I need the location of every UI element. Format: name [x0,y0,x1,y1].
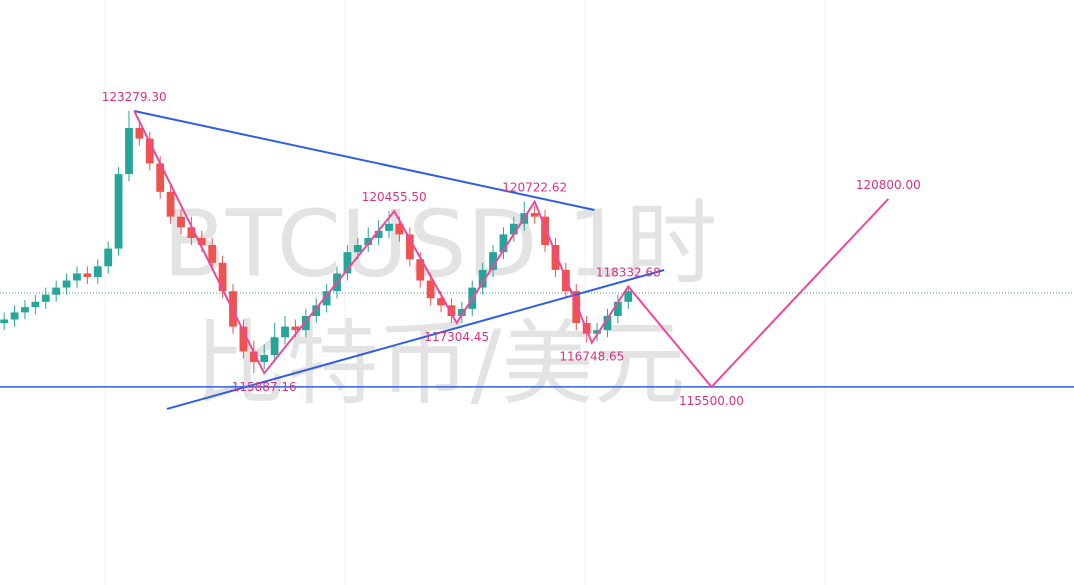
point-label: 117304.45 [424,330,489,344]
candle-body [187,227,196,238]
candle-body [343,252,352,274]
candle-body [62,280,71,288]
point-label: 123279.30 [102,90,167,104]
candle-body [322,291,331,306]
candle-body [489,252,497,270]
candle-body [353,245,362,253]
candle-body [624,291,633,302]
candle-body [291,326,300,331]
candle-body [177,216,185,228]
candle-body [0,319,9,324]
candle-body [530,213,539,217]
candle-body [135,127,144,139]
candle-body [478,269,487,288]
candle-body [218,262,227,292]
candle-body [73,273,81,281]
point-label: 118332.68 [596,265,661,279]
candle-body [509,223,518,235]
candle-body [364,237,373,246]
candle-body [385,223,393,231]
candle-body [249,351,258,363]
point-label: 120455.50 [362,190,427,204]
candle-body [437,298,445,306]
candle-body [551,245,560,270]
candle-body [260,355,269,363]
candle-body [208,245,217,263]
candle-body [457,308,466,316]
point-label: 120800.00 [856,178,921,192]
candle-body [499,234,508,253]
candle-body [395,223,404,235]
candle-body [52,287,61,295]
candle-body [281,326,289,338]
candle-body [10,312,19,320]
candle-body [125,127,133,175]
candle-body [197,237,206,246]
candle-body [31,301,40,308]
candle-body [374,230,383,238]
candle-body [166,191,175,217]
candle-body [312,305,321,316]
candle-body [21,307,29,313]
candle-body [416,259,425,281]
candle-body [93,266,102,277]
candle-body [156,163,165,192]
point-label: 120722.62 [502,181,567,195]
watermark: BTCUSD 1时 [163,190,718,297]
candle-body [270,337,279,356]
candle-body [405,234,414,260]
watermark: 比特币/美元 [195,310,686,417]
candle-body [447,305,456,316]
point-label: 116748.65 [559,350,624,364]
candle-body [541,216,549,246]
candle-body [41,294,50,302]
candle-body [239,326,248,352]
candle-body [83,273,92,277]
candle-body [603,315,612,331]
candle-body [104,248,113,267]
point-label: 115500.00 [679,394,744,408]
candle-body [145,138,154,164]
candle-body [572,291,581,324]
candle-body [593,330,601,334]
zigzag-line [133,110,890,389]
trendline [133,110,595,211]
candle-body [613,301,622,316]
point-label: 115887.16 [232,380,297,394]
candle-body [426,280,435,299]
candle-body [301,315,310,331]
trendline [166,269,665,410]
candle-body [114,174,123,249]
